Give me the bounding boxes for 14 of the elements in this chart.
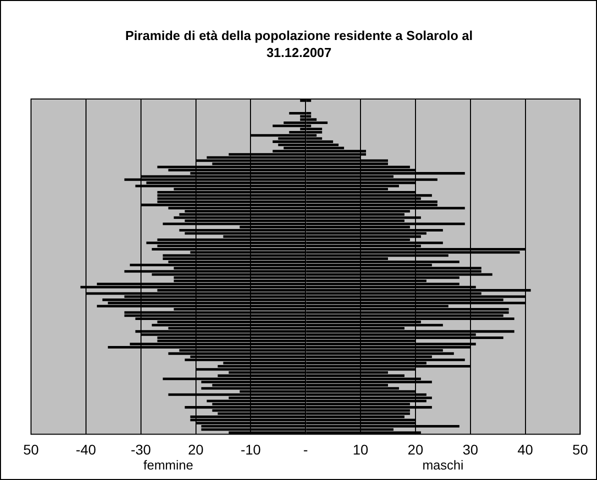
x-tick-label: - — [303, 441, 308, 458]
x-tick-label: 20 — [188, 441, 204, 458]
x-tick-label: 20 — [408, 441, 424, 458]
x-tick-label: 10 — [352, 441, 369, 458]
x-tick-label: 40 — [518, 441, 534, 458]
x-tick-label: -10 — [240, 441, 262, 458]
x-tick-label: -30 — [130, 441, 152, 458]
series-label: maschi — [422, 457, 464, 472]
x-tick-label: 50 — [572, 441, 588, 458]
x-tick-label: 50 — [23, 441, 39, 458]
text: femmine — [143, 457, 194, 472]
x-tick-label: -40 — [76, 441, 96, 458]
chart-title: Piramide di età della popolazione residente a Solarolo al 31.12.2007 — [124, 27, 474, 61]
x-tick-label: 30 — [462, 441, 478, 458]
